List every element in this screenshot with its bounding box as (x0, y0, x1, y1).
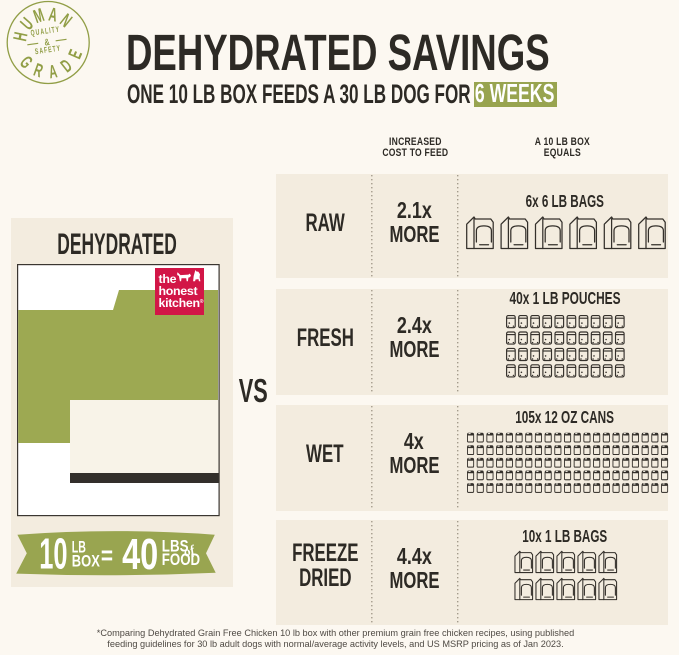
svg-text:10: 10 (39, 529, 67, 578)
svg-text:FOOD: FOOD (162, 550, 200, 569)
svg-text:QUALITY: QUALITY (30, 26, 61, 38)
svg-text:D: D (57, 56, 76, 77)
svg-text:the: the (159, 272, 177, 286)
svg-text:40: 40 (122, 531, 158, 579)
svg-text:G: G (15, 53, 36, 73)
svg-text:SAFETY: SAFETY (34, 45, 61, 57)
svg-text:LBS: LBS (162, 537, 189, 556)
svg-text:honest: honest (159, 284, 198, 298)
svg-text:E: E (65, 47, 87, 62)
svg-text:BOX: BOX (72, 552, 100, 571)
svg-text:kitchen®: kitchen® (159, 296, 204, 310)
svg-text:=: = (101, 541, 113, 570)
svg-text:LB: LB (72, 537, 86, 556)
svg-text:A: A (47, 62, 58, 84)
svg-text:A: A (47, 5, 59, 27)
svg-text:H: H (11, 30, 33, 42)
svg-text:&: & (44, 36, 51, 48)
svg-text:R: R (31, 60, 45, 82)
